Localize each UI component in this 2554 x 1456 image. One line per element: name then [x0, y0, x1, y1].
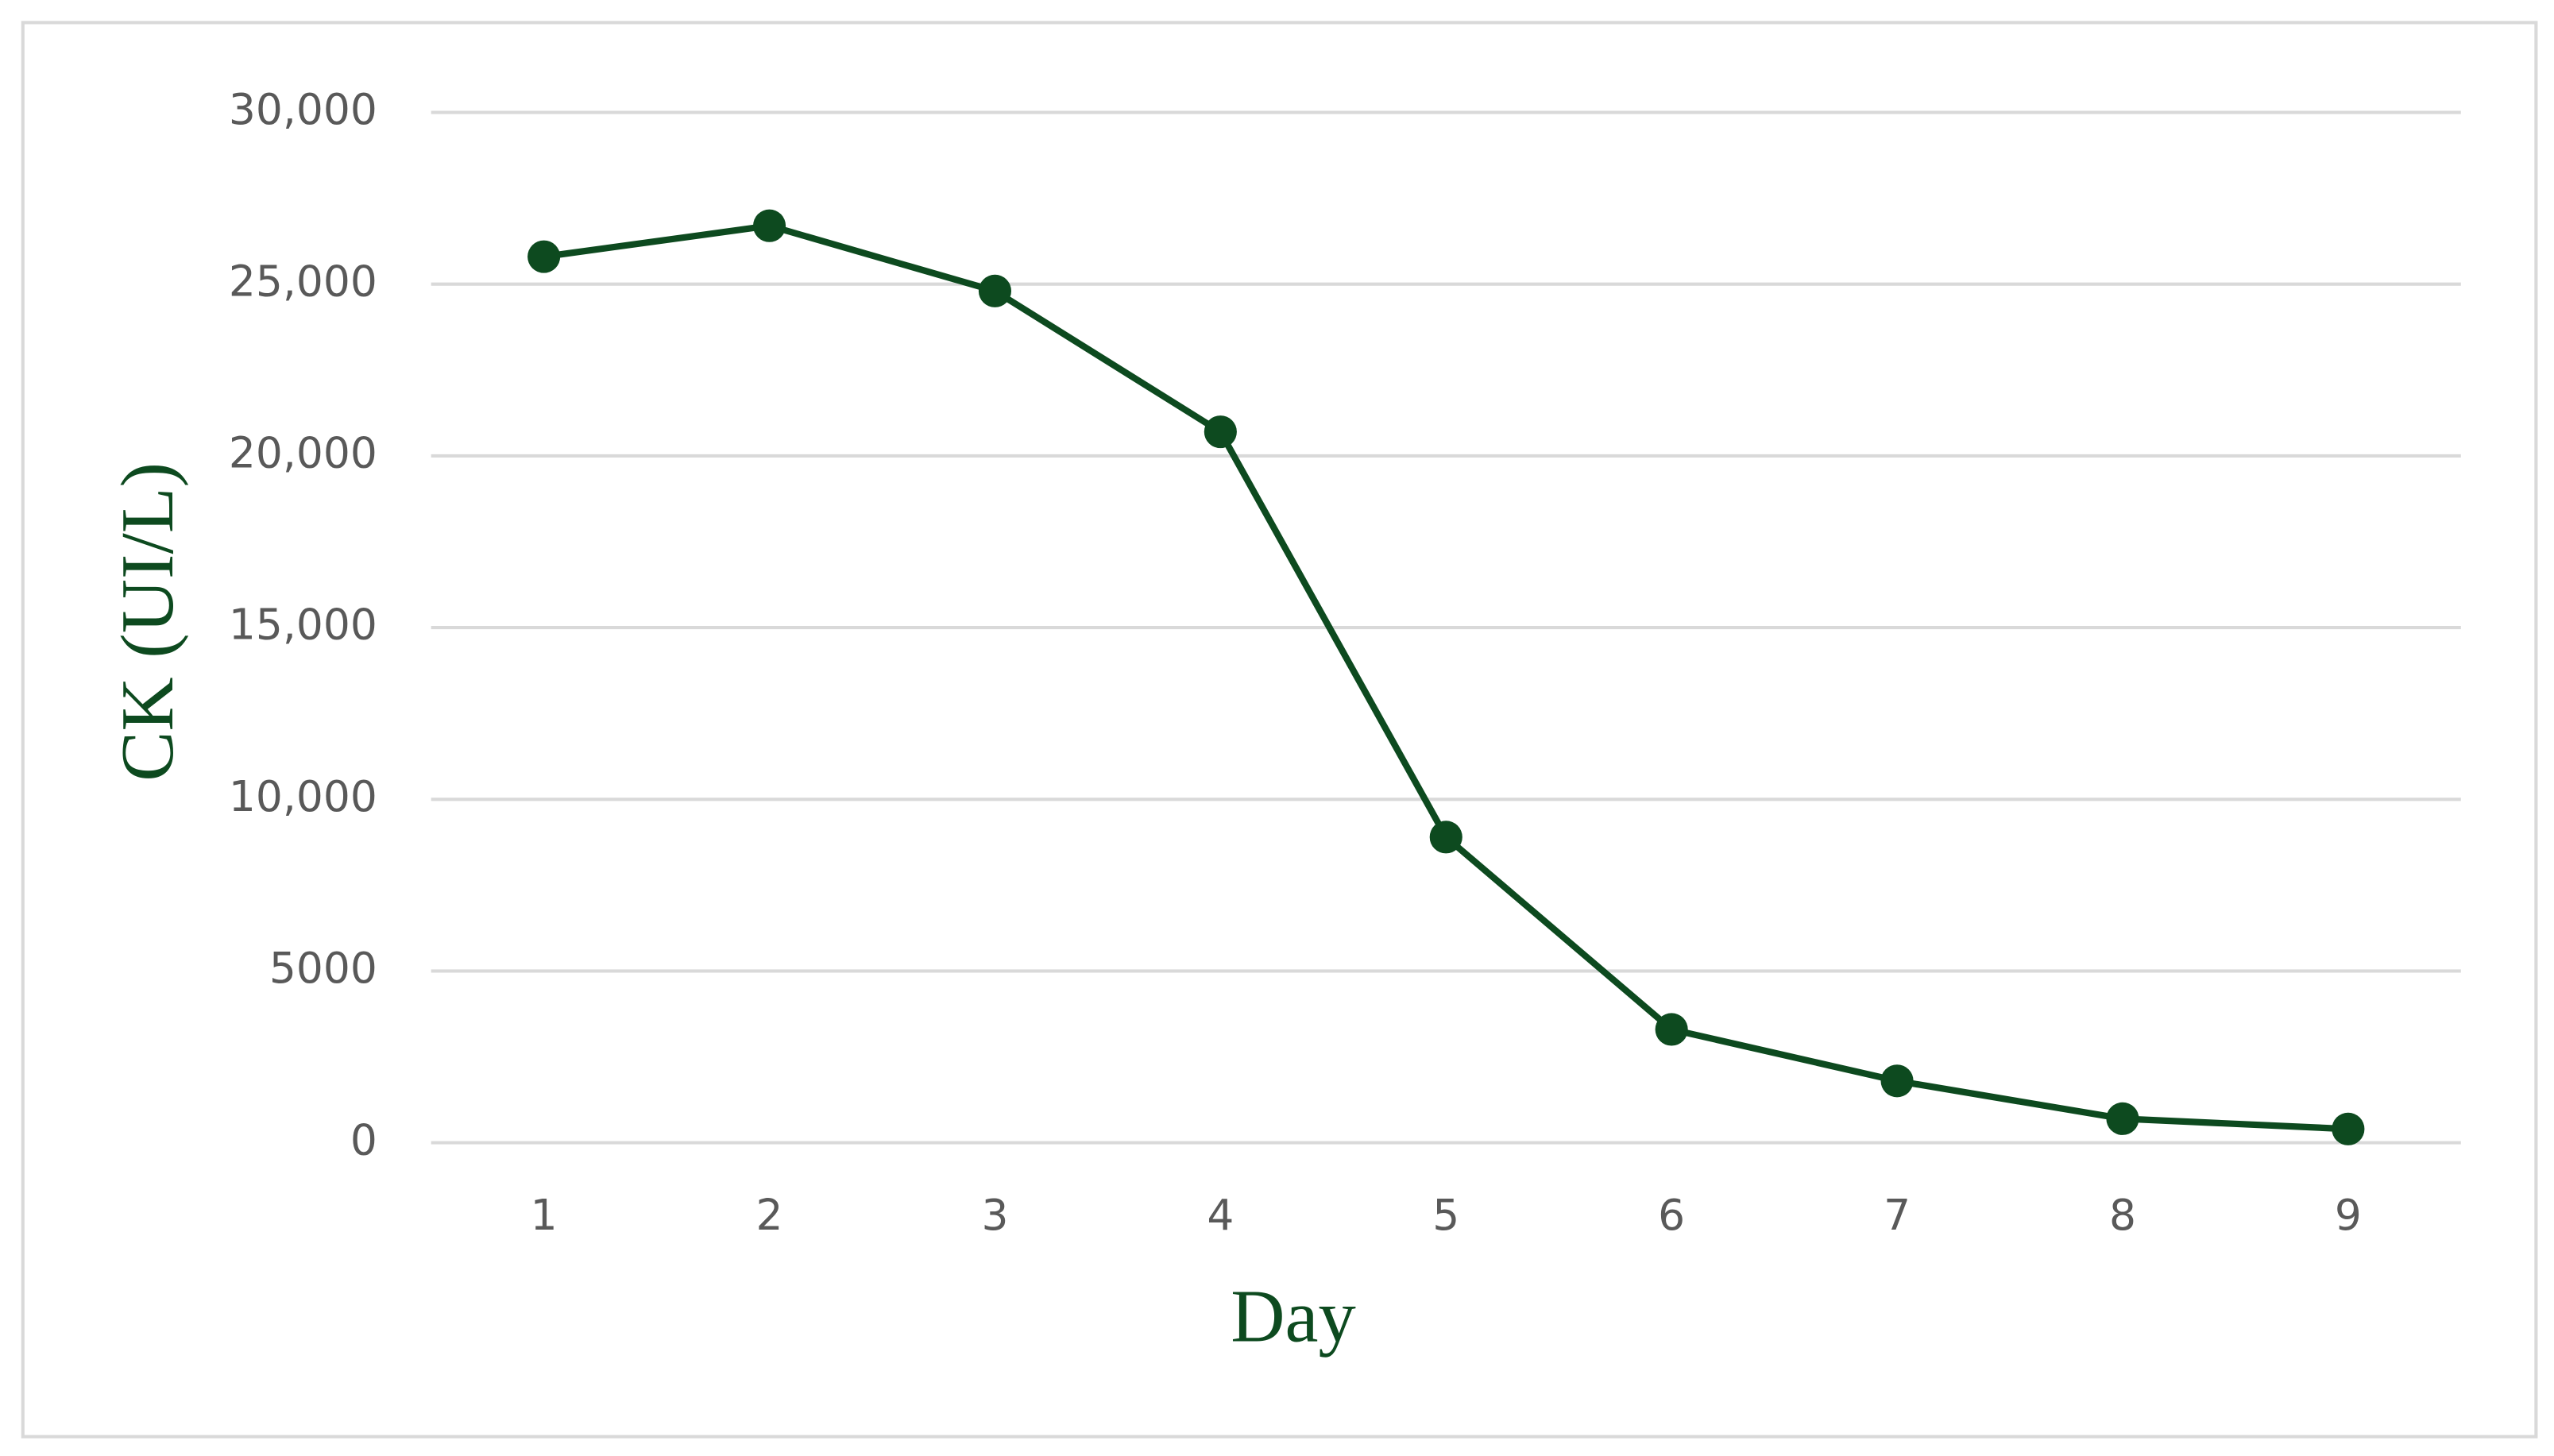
data-point: [1204, 415, 1237, 449]
y-tick-label: 25,000: [229, 256, 377, 306]
chart-frame: [21, 21, 2538, 1439]
data-point: [1429, 821, 1462, 854]
y-axis-title: CK (UI/L): [106, 462, 189, 782]
x-tick-label: 1: [531, 1190, 558, 1240]
data-point: [978, 274, 1012, 307]
x-tick-label: 3: [981, 1190, 1008, 1240]
y-tick-label: 15,000: [229, 600, 377, 650]
x-axis-title: Day: [1231, 1276, 1356, 1358]
data-point: [1655, 1013, 1688, 1046]
x-tick-label: 7: [1884, 1190, 1911, 1240]
x-tick-label: 4: [1207, 1190, 1234, 1240]
x-tick-label: 5: [1432, 1190, 1459, 1240]
y-tick-label: 30,000: [229, 84, 377, 134]
x-tick-label: 2: [756, 1190, 783, 1240]
y-tick-label: 20,000: [229, 428, 377, 478]
x-tick-label: 6: [1658, 1190, 1685, 1240]
data-point: [527, 240, 561, 273]
data-point: [752, 209, 786, 242]
y-tick-label: 10,000: [229, 771, 377, 821]
x-tick-label: 9: [2335, 1190, 2362, 1240]
data-point: [2332, 1112, 2365, 1145]
data-point: [2106, 1102, 2139, 1135]
data-point: [1880, 1064, 1914, 1098]
y-tick-label: 5000: [269, 943, 377, 993]
y-tick-label: 0: [350, 1114, 377, 1164]
x-tick-label: 8: [2109, 1190, 2136, 1240]
